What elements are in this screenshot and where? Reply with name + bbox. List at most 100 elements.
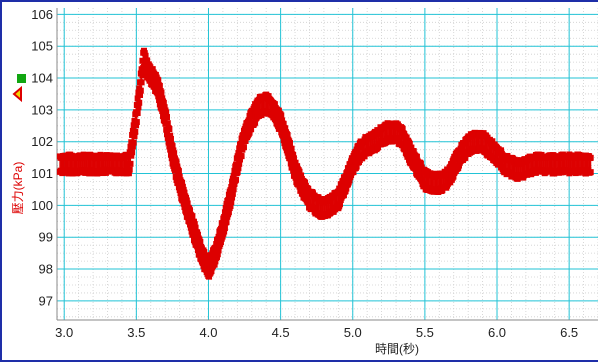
series-marker — [346, 177, 353, 184]
series-marker — [167, 146, 174, 153]
series-marker — [221, 225, 228, 232]
series-marker — [133, 119, 140, 126]
series-marker — [194, 243, 201, 250]
series-marker — [289, 163, 296, 170]
series-marker — [284, 149, 291, 156]
series-marker — [159, 108, 166, 115]
series-marker — [191, 221, 198, 228]
series-marker — [184, 214, 191, 221]
series-marker — [408, 144, 415, 151]
series-marker — [296, 168, 303, 175]
series-marker — [136, 99, 143, 106]
x-tick-label: 4.0 — [199, 325, 217, 340]
series-marker — [240, 131, 247, 138]
y-tick-label: 101 — [31, 166, 53, 181]
series-marker — [134, 110, 141, 117]
series-marker — [223, 200, 230, 207]
series-marker — [166, 125, 173, 132]
series-marker — [287, 160, 294, 167]
series-marker — [413, 153, 420, 160]
series-marker — [275, 107, 282, 114]
series-marker — [208, 268, 215, 275]
series-marker — [172, 173, 179, 180]
series-marker — [229, 190, 236, 197]
x-tick-label: 6.5 — [560, 325, 578, 340]
series-marker — [189, 213, 196, 220]
series-marker — [133, 122, 140, 129]
series-marker — [192, 224, 199, 231]
series-marker — [450, 173, 457, 180]
series-marker — [184, 200, 191, 207]
warning-triangle-icon — [12, 85, 22, 103]
x-tick-label: 5.5 — [416, 325, 434, 340]
series-marker — [403, 134, 410, 141]
y-tick-label: 106 — [31, 7, 53, 22]
series-marker — [227, 203, 234, 210]
series-marker — [237, 156, 244, 163]
series-marker — [168, 155, 175, 162]
series-marker — [356, 143, 363, 150]
series-marker — [223, 219, 230, 226]
series-marker — [187, 224, 194, 231]
series-marker — [161, 104, 168, 111]
y-tick-label: 100 — [31, 198, 53, 213]
series-marker — [230, 172, 237, 179]
series-marker — [245, 117, 252, 124]
series-marker — [336, 186, 343, 193]
series-marker — [350, 169, 357, 176]
series-marker — [179, 183, 186, 190]
series-marker — [225, 197, 232, 204]
series-marker — [533, 154, 540, 161]
series-marker — [187, 221, 194, 228]
series-marker — [131, 133, 138, 140]
series-marker — [305, 199, 312, 206]
series-marker — [238, 153, 245, 160]
series-marker — [138, 79, 145, 86]
x-tick-label: 6.0 — [488, 325, 506, 340]
series-marker — [345, 165, 352, 172]
series-marker — [279, 117, 286, 124]
series-marker — [279, 132, 286, 139]
series-marker — [155, 93, 162, 100]
series-marker — [213, 241, 220, 248]
series-marker — [137, 91, 144, 98]
series-marker — [225, 209, 232, 216]
y-tick-label: 97 — [39, 293, 53, 308]
series-marker — [233, 161, 240, 168]
y-tick-label: 98 — [39, 262, 53, 277]
y-tick-label: 99 — [39, 230, 53, 245]
series-marker — [212, 244, 219, 251]
x-axis-label: 時間(秒) — [375, 342, 419, 356]
series-marker — [180, 200, 187, 207]
series-marker — [240, 144, 247, 151]
series-marker — [215, 247, 222, 254]
series-marker — [164, 120, 171, 127]
series-marker — [206, 255, 213, 262]
series-marker — [130, 139, 137, 146]
series-marker — [498, 147, 505, 154]
series-marker — [196, 251, 203, 258]
series-marker — [183, 209, 190, 216]
y-tick-label: 103 — [31, 102, 53, 117]
series-marker — [292, 174, 299, 181]
series-marker — [222, 204, 229, 211]
series-marker — [278, 112, 285, 119]
series-marker — [217, 239, 224, 246]
series-marker — [228, 199, 235, 206]
series-marker — [221, 228, 228, 235]
series-marker — [197, 238, 204, 245]
x-tick-label: 3.5 — [127, 325, 145, 340]
series-marker — [459, 143, 466, 150]
series-marker — [231, 181, 238, 188]
series-marker — [169, 143, 176, 150]
y-tick-label: 104 — [31, 71, 53, 86]
series-marker — [179, 179, 186, 186]
y-axis-label: 壓力(kPa) — [11, 162, 25, 215]
series-marker — [167, 151, 174, 158]
series-marker — [344, 169, 351, 176]
series-marker — [142, 52, 149, 59]
series-marker — [181, 189, 188, 196]
series-marker — [173, 159, 180, 166]
series-marker — [399, 140, 406, 147]
series-marker — [156, 101, 163, 108]
